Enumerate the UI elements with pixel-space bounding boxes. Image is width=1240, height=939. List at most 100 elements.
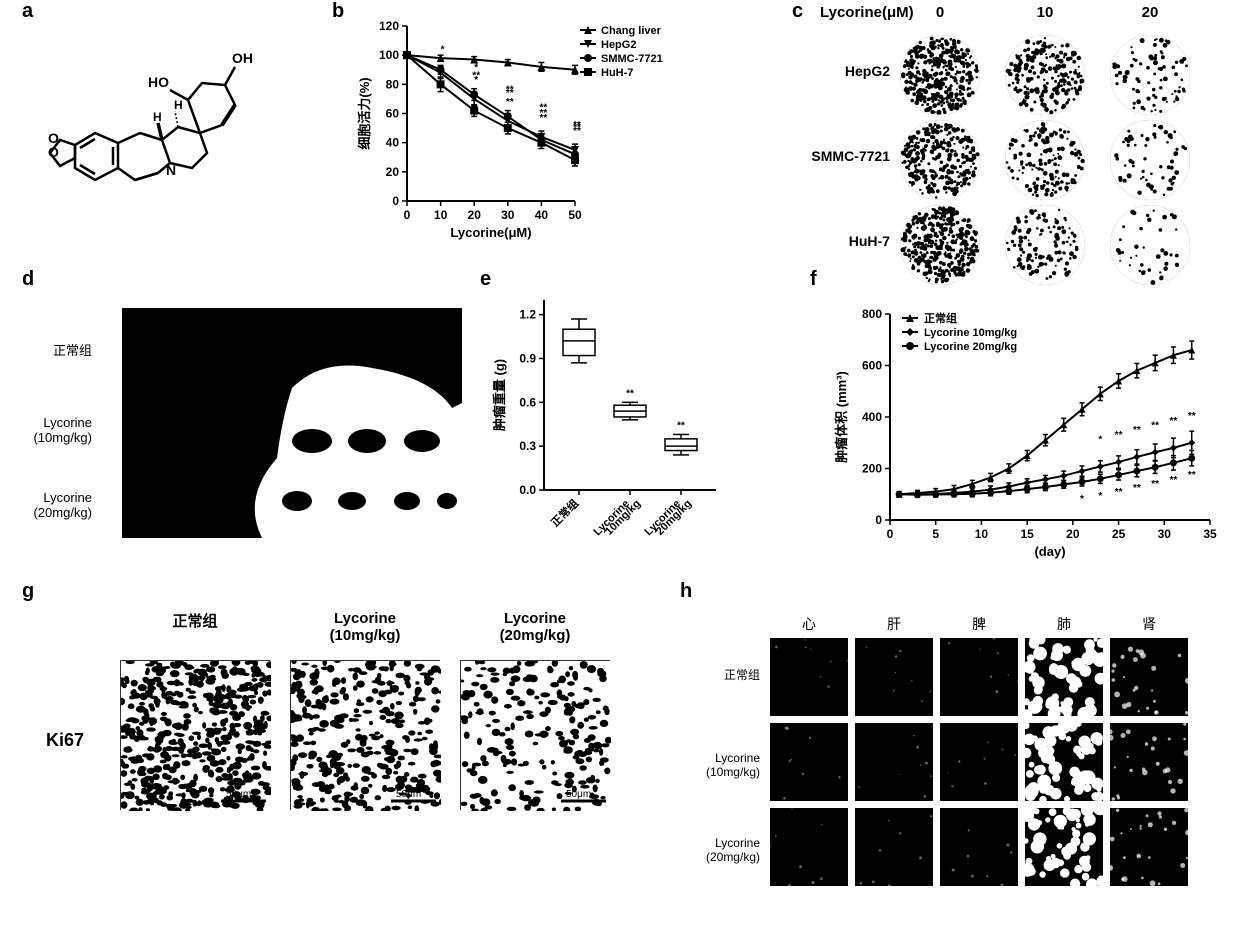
panel-label-g: g [22,580,34,603]
tumor-volume-chart: 051015202530350200400600800(day)肿瘤体积 (mm… [830,300,1220,560]
colony-row-label: SMMC-7721 [800,148,890,164]
svg-text:**: ** [1115,487,1123,498]
colony-col-label: 10 [1010,4,1080,21]
panel-label-a: a [22,0,33,23]
svg-text:H: H [174,98,183,112]
svg-text:0: 0 [887,527,894,541]
svg-text:**: ** [626,388,634,399]
svg-text:HepG2: HepG2 [601,39,636,51]
svg-text:*: * [1098,434,1102,445]
organ-image [1025,638,1103,716]
svg-text:30: 30 [1158,527,1172,541]
tumor-photo-panel: 正常组Lycorine (10mg/kg)Lycorine (20mg/kg) [22,300,452,550]
svg-text:50μm: 50μm [566,789,591,800]
organ-image [770,808,848,886]
svg-text:**: ** [677,420,685,431]
colony-title: Lycorine(μM) [820,4,914,21]
svg-text:5: 5 [932,527,939,541]
colony-well [1110,120,1190,200]
svg-text:20: 20 [468,208,482,222]
svg-text:50: 50 [568,208,582,222]
panel-label-b: b [332,0,344,23]
colony-well [1005,205,1085,285]
ki67-image: 50μm [460,660,610,810]
viability-chart: 01020304050020406080100120Lycorine(μM)细胞… [355,18,685,243]
panel-label-f: f [810,268,817,291]
organ-image [770,723,848,801]
organ-image [940,723,1018,801]
svg-text:N: N [166,162,176,178]
organ-row-label: 正常组 [700,666,760,683]
colony-well [1005,120,1085,200]
organ-col-label: 肾 [1110,614,1188,634]
svg-text:50μm: 50μm [396,789,421,800]
svg-text:800: 800 [862,307,882,321]
svg-text:1.2: 1.2 [519,308,536,322]
ki67-col-label: Lycorine (20mg/kg) [450,610,620,644]
svg-text:20: 20 [386,165,400,179]
organ-image [940,808,1018,886]
organ-col-label: 肝 [855,614,933,634]
svg-text:OH: OH [232,50,253,66]
svg-text:**: ** [1188,411,1196,422]
svg-text:HO: HO [148,74,169,90]
organ-col-label: 脾 [940,614,1018,634]
tumor-weight-boxplot: 0.00.30.60.91.2肿瘤重量 (g)正常组**Lycorine10mg… [490,290,726,560]
svg-text:HuH-7: HuH-7 [601,67,633,79]
colony-row-label: HepG2 [800,63,890,79]
organ-image [1110,723,1188,801]
ki67-row-label: Ki67 [30,730,100,751]
organ-row-label: Lycorine (20mg/kg) [700,836,760,864]
svg-text:H: H [153,110,162,124]
organ-row-label: Lycorine (10mg/kg) [700,751,760,779]
ki67-image: 50μm [290,660,440,810]
panel-label-d: d [22,268,34,291]
organ-histology-panel: 心肝脾肺肾正常组Lycorine (10mg/kg)Lycorine (20mg… [700,610,1240,930]
svg-text:35: 35 [1203,527,1217,541]
organ-image [940,638,1018,716]
svg-text:10: 10 [434,208,448,222]
organ-image [855,638,933,716]
svg-text:15: 15 [1020,527,1034,541]
svg-text:**: ** [1151,420,1159,431]
organ-image [770,638,848,716]
tumor-group-label: Lycorine (20mg/kg) [22,490,92,520]
organ-image [1025,723,1103,801]
svg-text:**: ** [1170,416,1178,427]
svg-text:*: * [1080,494,1084,505]
svg-text:*: * [1098,491,1102,502]
svg-text:Lycorine 10mg/kg: Lycorine 10mg/kg [924,327,1017,339]
svg-text:Chang liver: Chang liver [601,25,662,37]
ki67-image: 50μm [120,660,270,810]
colony-row-label: HuH-7 [800,233,890,249]
svg-text:**: ** [506,88,514,99]
svg-text:80: 80 [386,77,400,91]
svg-text:100: 100 [379,48,399,62]
colony-col-label: 0 [905,4,975,21]
svg-text:O: O [48,130,59,146]
svg-text:0.9: 0.9 [519,351,536,365]
organ-image [855,723,933,801]
organ-col-label: 肺 [1025,614,1103,634]
svg-text:200: 200 [862,462,882,476]
svg-text:10: 10 [975,527,989,541]
svg-text:肿瘤体积 (mm³): 肿瘤体积 (mm³) [834,371,849,463]
svg-text:50μm: 50μm [226,789,251,800]
colony-well [900,35,980,115]
colony-well [1110,205,1190,285]
colony-well [1005,35,1085,115]
svg-text:0.6: 0.6 [519,395,536,409]
svg-text:**: ** [1133,425,1141,436]
svg-text:肿瘤重量 (g): 肿瘤重量 (g) [492,359,507,431]
panel-label-e: e [480,268,491,291]
colony-well [1110,35,1190,115]
svg-text:40: 40 [386,136,400,150]
svg-text:**: ** [573,120,581,131]
organ-image [1110,808,1188,886]
svg-text:25: 25 [1112,527,1126,541]
svg-text:30: 30 [501,208,515,222]
svg-text:0: 0 [404,208,411,222]
organ-image [855,808,933,886]
svg-text:60: 60 [386,107,400,121]
svg-text:40: 40 [535,208,549,222]
